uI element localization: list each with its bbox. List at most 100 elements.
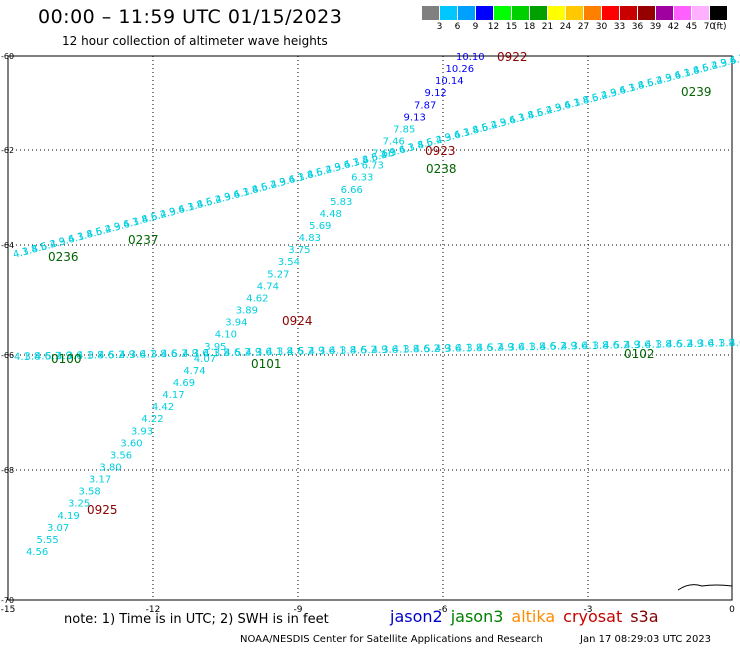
y-tick-label: -60 [1, 52, 14, 61]
track-value: 4.9 [269, 177, 287, 192]
track-value: 4.6 [35, 351, 51, 362]
track-value: 3.8 [572, 95, 590, 110]
track-value: 3.8 [277, 347, 293, 358]
track-value: 3.8 [21, 244, 39, 259]
track-value: 4.9 [545, 102, 563, 117]
track-value: 4.9 [119, 350, 135, 361]
track-value: 5.2 [701, 60, 719, 75]
legend-swatch [476, 6, 493, 20]
track-value: 4.74 [257, 281, 279, 292]
track-value: 4.6 [30, 241, 48, 256]
x-tick-label: -9 [294, 605, 303, 615]
track-value: 3.6 [571, 341, 587, 352]
track-value: 3.8 [738, 50, 740, 65]
track-value: 5.2 [614, 340, 630, 351]
track-value: 4.1 [140, 349, 156, 360]
tick-labels: -15 -12 -9 -6 -3 0 -60 -62 -64 -66 -68 -70 [1, 52, 735, 615]
map-frame [7, 55, 733, 601]
legend-unit: (ft) [713, 22, 727, 32]
track-value: 3.6 [635, 340, 651, 351]
track-value: 5.2 [205, 194, 223, 209]
time-label-0923: 0923 [425, 144, 456, 158]
track-value: 4.1 [232, 187, 250, 202]
track-value: 4.9 [56, 351, 72, 362]
y-tick-label: -64 [1, 241, 14, 250]
track-value: 3.75 [288, 245, 310, 256]
track-value: 4.9 [104, 221, 122, 236]
legend-swatch [584, 6, 601, 20]
x-tick-label: -3 [584, 605, 593, 615]
track-value: 3.6 [445, 343, 461, 354]
track-value: 3.25 [68, 499, 90, 510]
track-value: 4.1 [12, 246, 30, 261]
track-value: 4.6 [603, 340, 619, 351]
legend-label: 24 [559, 22, 572, 32]
legend-label: 30 [595, 22, 608, 32]
track-value: 3.8 [719, 338, 735, 349]
track-value: 4.1 [618, 82, 636, 97]
track-value: 5.2 [550, 341, 566, 352]
track-value: 4.6 [637, 77, 655, 92]
track-value: 3.8 [151, 349, 167, 360]
legend-swatch [674, 6, 691, 20]
track-value: 6.33 [351, 173, 373, 184]
track-value: 5.2 [361, 345, 377, 356]
grid-lines [8, 56, 732, 600]
track-value: 4.6 [729, 338, 740, 349]
time-label-0925: 0925 [87, 503, 118, 517]
track-value: 4.9 [435, 344, 451, 355]
track-value: 4.9 [308, 346, 324, 357]
track-value: 5.83 [330, 197, 352, 208]
track-value: 3.6 [444, 130, 462, 145]
track-value: 4.10 [215, 330, 237, 341]
track-value: 4.1 [674, 67, 692, 82]
track-value: 3.6 [223, 189, 241, 204]
track-value: 3.6 [554, 100, 572, 115]
track-value: 5.2 [370, 149, 388, 164]
track-value: 4.62 [246, 293, 268, 304]
track-value: 4.6 [527, 107, 545, 122]
track-value: 3.6 [66, 351, 82, 362]
track-value: 4.6 [692, 63, 710, 78]
track-value: 3.6 [319, 346, 335, 357]
track-value: 3.8 [407, 139, 425, 154]
track-value: 3.94 [225, 318, 247, 329]
time-label-0924: 0924 [282, 314, 313, 328]
track-value: 5.2 [481, 120, 499, 135]
track-value: 4.9 [380, 147, 398, 162]
track-value: 5.2 [677, 339, 693, 350]
track-value: 7.66 [372, 149, 394, 160]
satellite-jason3: jason3 [450, 607, 504, 626]
x-tick-label: -15 [1, 605, 16, 615]
track-value: 4.1 [729, 53, 740, 68]
track-value: 4.1 [508, 112, 526, 127]
track-value: 3.58 [78, 487, 100, 498]
credit-text: NOAA/NESDIS Center for Satellite Applica… [240, 634, 543, 645]
legend-swatch [692, 6, 709, 20]
map-title: 00:00 – 11:59 UTC 01/15/2023 [38, 6, 343, 28]
y-tick-label: -68 [1, 466, 14, 475]
track-value: 9.12 [425, 88, 447, 99]
track-value: 5.2 [95, 224, 113, 239]
track-value: 3.6 [609, 85, 627, 100]
legend-swatch [656, 6, 673, 20]
track-value: 3.6 [256, 347, 272, 358]
track-value: 3.8 [466, 343, 482, 354]
track-value: 4.1 [77, 350, 93, 361]
track-value: 5.2 [487, 343, 503, 354]
track-value: 4.6 [141, 211, 159, 226]
track-value: 4.1 [343, 157, 361, 172]
track-value: 4.6 [85, 226, 103, 241]
legend-swatch [494, 6, 511, 20]
track-value: 5.2 [315, 164, 333, 179]
track-value: 5.2 [591, 90, 609, 105]
track-value: 5.2 [260, 179, 278, 194]
track-value: 4.6 [98, 350, 114, 361]
track-value: 3.6 [278, 174, 296, 189]
track-value: 3.07 [47, 523, 69, 534]
legend-swatch [548, 6, 565, 20]
generated-time: Jan 17 08:29:03 UTC 2023 [580, 634, 712, 645]
track-value: 3.56 [110, 450, 132, 461]
track-value: 4.9 [214, 192, 232, 207]
track-value: 3.6 [389, 144, 407, 159]
